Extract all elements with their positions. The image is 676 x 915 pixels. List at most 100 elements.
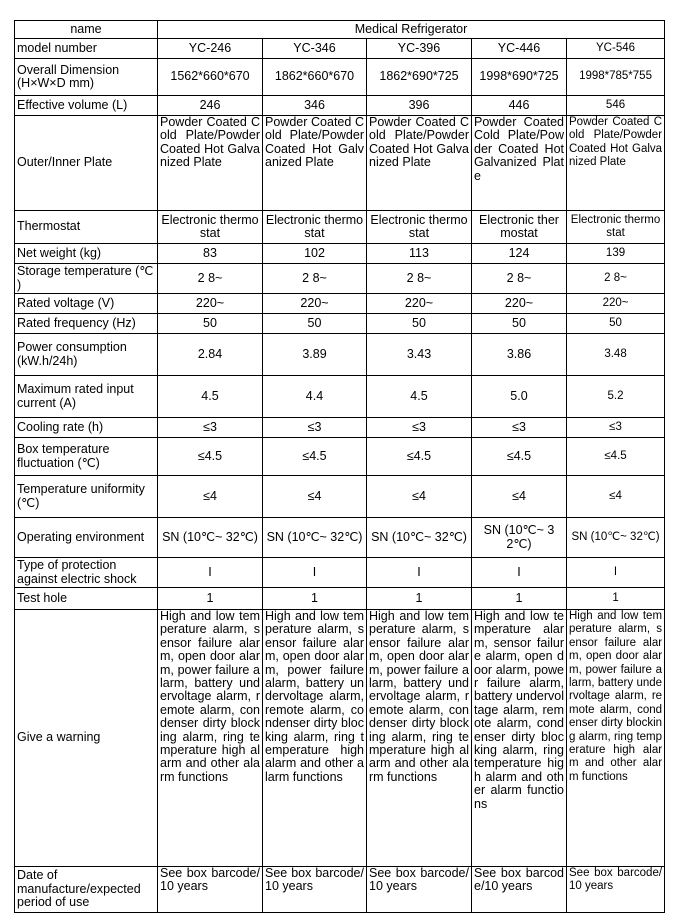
cell: I — [157, 557, 263, 588]
cell: SN (10℃~ 32℃) — [565, 517, 666, 558]
cell: YC-546 — [565, 38, 666, 59]
table-row: Operating environment SN (10℃~ 32℃) SN (10… — [14, 517, 666, 558]
cell: 139 — [565, 243, 666, 264]
cell: See box barcode/10 years — [565, 866, 666, 913]
table-body: name Medical Refrigerator model number YC… — [14, 20, 666, 913]
cell: ≤3 — [157, 417, 263, 438]
row-label: Storage temperature (℃ ) — [14, 263, 158, 294]
cell: Electronic thermostat — [157, 210, 263, 244]
row-label: Give a warning — [14, 609, 158, 867]
cell: 2 8~ — [157, 263, 263, 294]
row-label: model number — [14, 38, 158, 59]
cell: ≤3 — [565, 417, 666, 438]
cell: 1 — [565, 587, 666, 610]
row-label: Date of manufacture/expected period of u… — [14, 866, 158, 913]
table-row: Storage temperature (℃ ) 2 8~ 2 8~ 2 8~ 2 8~… — [14, 263, 666, 294]
table-row: Cooling rate (h) ≤3 ≤3 ≤3 ≤3 ≤3 — [14, 417, 666, 438]
cell: 50 — [262, 313, 367, 334]
cell: 246 — [157, 95, 263, 116]
row-label: Thermostat — [14, 210, 158, 244]
cell: 220~ — [157, 293, 263, 314]
cell: I — [565, 557, 666, 588]
cell: SN (10℃~ 32℃) — [366, 517, 472, 558]
cell: High and low temperature alarm, sensor f… — [565, 609, 666, 867]
cell: 113 — [366, 243, 472, 264]
cell: 50 — [157, 313, 263, 334]
cell: ≤4 — [262, 475, 367, 518]
row-label: Type of protection against electric shoc… — [14, 557, 158, 588]
row-label: Temperature uniformity (℃) — [14, 475, 158, 518]
cell: Powder Coated Cold Plate/PowderCoated Ho… — [366, 115, 472, 211]
row-label: Effective volume (L) — [14, 95, 158, 116]
cell: 2 8~ — [565, 263, 666, 294]
cell: I — [262, 557, 367, 588]
cell: ≤3 — [262, 417, 367, 438]
cell: 2 8~ — [471, 263, 567, 294]
cell: Powder Coated Cold Plate/Powder Coated H… — [471, 115, 567, 211]
cell: 546 — [565, 95, 666, 116]
cell: Electronic thermostat — [262, 210, 367, 244]
cell: 2.84 — [157, 333, 263, 376]
cell: YC-246 — [157, 38, 263, 59]
cell: High and low temperature alarm, sensor f… — [471, 609, 567, 867]
header-row: name Medical Refrigerator — [14, 20, 666, 39]
cell: 1 — [471, 587, 567, 610]
table-row: Type of protection against electric shoc… — [14, 557, 666, 588]
table-row: Net weight (kg) 83 102 113 124 139 — [14, 243, 666, 264]
cell: SN (10℃~ 32℃) — [157, 517, 263, 558]
cell: 50 — [565, 313, 666, 334]
cell: High and low temperature alarm, sensor f… — [366, 609, 472, 867]
table-row: Rated frequency (Hz) 50 50 50 50 50 — [14, 313, 666, 334]
cell: I — [366, 557, 472, 588]
cell: ≤3 — [471, 417, 567, 438]
cell: 220~ — [565, 293, 666, 314]
cell: 3.86 — [471, 333, 567, 376]
cell: See box barcode/10 years — [471, 866, 567, 913]
table-row: Effective volume (L) 246 346 396 446 546 — [14, 95, 666, 116]
cell: SN (10℃~ 32℃) — [262, 517, 367, 558]
cell: Electronic thermostat — [366, 210, 472, 244]
table-row: Box temperature fluctuation (℃) ≤4.5 ≤4.5 ≤… — [14, 437, 666, 476]
table-row: Temperature uniformity (℃) ≤4 ≤4 ≤4 ≤4 ≤4 — [14, 475, 666, 518]
row-label: Test hole — [14, 587, 158, 610]
cell: See box barcode/10 years — [366, 866, 472, 913]
header-cell: name — [14, 20, 158, 39]
cell: 1 — [366, 587, 472, 610]
cell: ≤4.5 — [262, 437, 367, 476]
table-row: Thermostat Electronic thermostat Electroni… — [14, 210, 666, 244]
cell: 50 — [366, 313, 472, 334]
cell: See box barcode/10 years — [262, 866, 367, 913]
cell: High and low temperature alarm, sensor f… — [157, 609, 263, 867]
cell: 220~ — [471, 293, 567, 314]
cell: 1862*690*725 — [366, 58, 472, 96]
table-row: Power consumption (kW.h/24h) 2.84 3.89 3.43… — [14, 333, 666, 376]
cell: 1998*690*725 — [471, 58, 567, 96]
row-label: Operating environment — [14, 517, 158, 558]
cell: 4.5 — [366, 375, 472, 418]
cell: 1998*785*755 — [565, 58, 666, 96]
row-label: Rated frequency (Hz) — [14, 313, 158, 334]
cell: ≤4.5 — [157, 437, 263, 476]
cell: Electronic thermostat — [565, 210, 666, 244]
table-row: Test hole 1 1 1 1 1 — [14, 587, 666, 610]
cell: ≤4 — [565, 475, 666, 518]
table-row: model number YC-246 YC-346 YC-396 YC-446 YC-5… — [14, 38, 666, 59]
cell: High and low temperature alarm, sensor f… — [262, 609, 367, 867]
cell: 5.0 — [471, 375, 567, 418]
cell: 2 8~ — [366, 263, 472, 294]
cell: Powder Coated Cold Plate/PowderCoated Ho… — [157, 115, 263, 211]
cell: 220~ — [366, 293, 472, 314]
cell: 3.43 — [366, 333, 472, 376]
row-label: Rated voltage (V) — [14, 293, 158, 314]
cell: 1862*660*670 — [262, 58, 367, 96]
cell: 3.48 — [565, 333, 666, 376]
cell: 4.5 — [157, 375, 263, 418]
cell: 396 — [366, 95, 472, 116]
row-label: Cooling rate (h) — [14, 417, 158, 438]
cell: 3.89 — [262, 333, 367, 376]
row-label: Maximum rated input current (A) — [14, 375, 158, 418]
cell: See box barcode/10 years — [157, 866, 263, 913]
cell: 1 — [262, 587, 367, 610]
cell: 220~ — [262, 293, 367, 314]
cell: ≤4 — [471, 475, 567, 518]
